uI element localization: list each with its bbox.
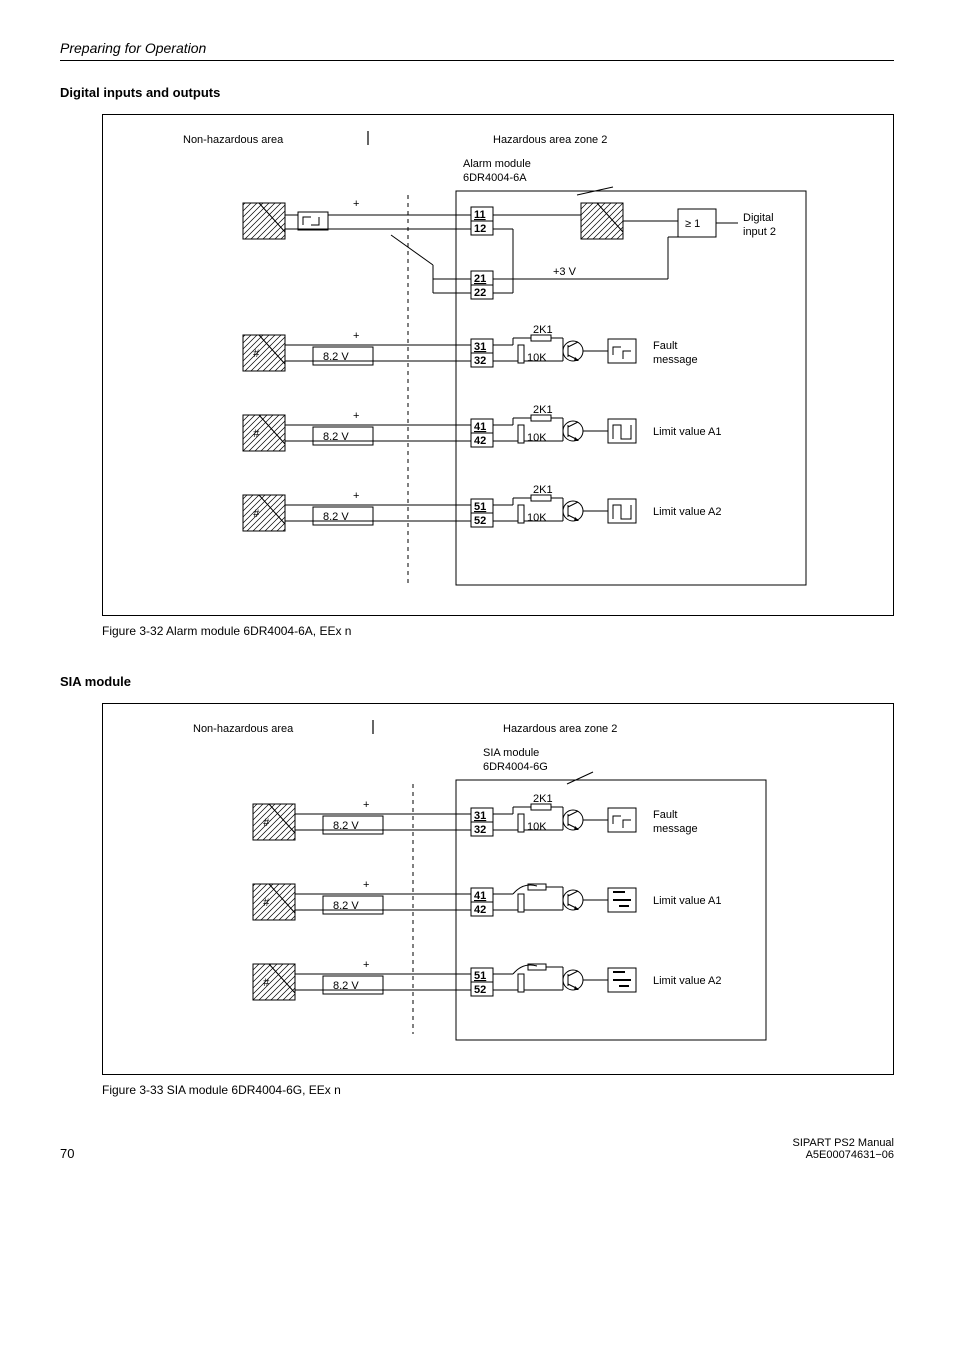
svg-text:Limit value A1: Limit value A1 [653, 895, 721, 907]
module-label-1: Alarm module [463, 158, 531, 170]
svg-text:Limit value A2: Limit value A2 [653, 975, 721, 987]
page-footer: 70 SIPART PS2 Manual A5E00074631−06 [60, 1137, 894, 1161]
svg-text:2K1: 2K1 [533, 324, 553, 336]
svg-text:10K: 10K [527, 821, 547, 833]
svg-text:2K1: 2K1 [533, 404, 553, 416]
svg-text:42: 42 [474, 435, 486, 447]
page-header: Preparing for Operation [60, 40, 894, 61]
right-area-label-2: Hazardous area zone 2 [503, 723, 617, 735]
svg-text:+: + [353, 490, 359, 502]
svg-text:Limit value A2: Limit value A2 [653, 506, 721, 518]
svg-text:+: + [353, 330, 359, 342]
row2-limit-a2: # + 8.2 V 51 52 Limit value A2 [253, 959, 721, 1000]
svg-text:51: 51 [474, 501, 486, 513]
svg-text:52: 52 [474, 984, 486, 996]
figure-alarm-module: Non-hazardous area Hazardous area zone 2… [102, 114, 894, 616]
svg-text:input 2: input 2 [743, 226, 776, 238]
svg-text:#: # [263, 817, 270, 829]
svg-text:42: 42 [474, 904, 486, 916]
row-3v: 21 22 +3 V [391, 229, 668, 299]
svg-text:#: # [253, 348, 260, 360]
svg-text:Limit value A1: Limit value A1 [653, 426, 721, 438]
svg-text:2K1: 2K1 [533, 484, 553, 496]
svg-text:#: # [263, 897, 270, 909]
right-area-label: Hazardous area zone 2 [493, 134, 607, 146]
svg-text:SIA module: SIA module [483, 747, 539, 759]
left-area-label: Non-hazardous area [183, 134, 284, 146]
svg-text:32: 32 [474, 355, 486, 367]
svg-text:message: message [653, 354, 698, 366]
svg-text:2K1: 2K1 [533, 793, 553, 805]
svg-text:≥ 1: ≥ 1 [685, 218, 700, 230]
svg-text:#: # [253, 508, 260, 520]
svg-text:Fault: Fault [653, 340, 677, 352]
svg-text:52: 52 [474, 515, 486, 527]
svg-text:10K: 10K [527, 432, 547, 444]
svg-text:12: 12 [474, 223, 486, 235]
section-title-dio: Digital inputs and outputs [60, 85, 894, 100]
row-limit-a2: # + 8.2 V 51 52 2K1 10K Limit value A2 [243, 484, 721, 531]
svg-text:11: 11 [474, 209, 486, 221]
svg-text:31: 31 [474, 810, 486, 822]
svg-text:22: 22 [474, 287, 486, 299]
svg-text:6DR4004-6G: 6DR4004-6G [483, 761, 548, 773]
svg-text:+: + [363, 879, 369, 891]
alarm-module-diagram: Non-hazardous area Hazardous area zone 2… [113, 125, 813, 595]
svg-text:32: 32 [474, 824, 486, 836]
footer-doc-title: SIPART PS2 Manual [793, 1137, 895, 1149]
svg-text:+: + [363, 799, 369, 811]
svg-text:41: 41 [474, 890, 486, 902]
footer-doc-id: A5E00074631−06 [793, 1149, 895, 1161]
svg-text:Digital: Digital [743, 212, 774, 224]
figure-caption-1: Figure 3-32 Alarm module 6DR4004-6A, EEx… [102, 624, 894, 638]
module-label-2: 6DR4004-6A [463, 172, 527, 184]
left-area-label-2: Non-hazardous area [193, 723, 294, 735]
svg-text:+3 V: +3 V [553, 266, 577, 278]
row-digital-input: + 11 12 ≥ 1 Digital input 2 [243, 198, 776, 285]
sia-module-diagram: Non-hazardous area Hazardous area zone 2… [113, 714, 813, 1054]
row-fault: # + 8.2 V 31 32 2K1 10K Fault message [243, 324, 698, 371]
page-number: 70 [60, 1146, 74, 1161]
svg-text:+: + [353, 410, 359, 422]
figure-caption-2: Figure 3-33 SIA module 6DR4004-6G, EEx n [102, 1083, 894, 1097]
svg-text:31: 31 [474, 341, 486, 353]
svg-text:#: # [263, 977, 270, 989]
svg-text:41: 41 [474, 421, 486, 433]
svg-text:10K: 10K [527, 352, 547, 364]
svg-text:51: 51 [474, 970, 486, 982]
svg-text:21: 21 [474, 273, 486, 285]
svg-text:10K: 10K [527, 512, 547, 524]
row2-limit-a1: # + 8.2 V 41 42 Limit value A1 [253, 879, 721, 920]
svg-text:message: message [653, 823, 698, 835]
svg-text:+: + [353, 198, 359, 210]
figure-sia-module: Non-hazardous area Hazardous area zone 2… [102, 703, 894, 1075]
svg-text:Fault: Fault [653, 809, 677, 821]
section-title-sia: SIA module [60, 674, 894, 689]
row2-fault: # + 8.2 V 31 32 2K1 10K Fault message [253, 793, 698, 840]
svg-text:#: # [253, 428, 260, 440]
svg-text:+: + [363, 959, 369, 971]
row-limit-a1: # + 8.2 V 41 42 2K1 10K Limit value A1 [243, 404, 721, 451]
